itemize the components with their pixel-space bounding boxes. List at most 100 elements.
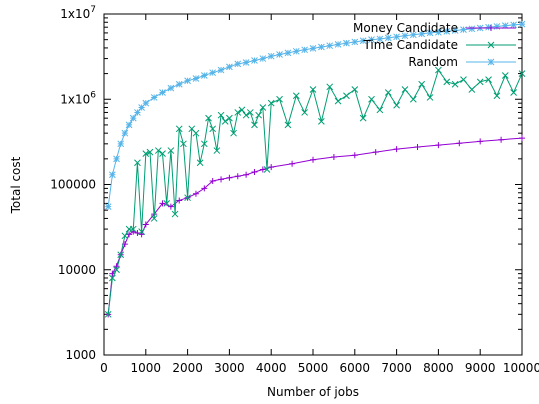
random-point — [142, 99, 150, 107]
random-point — [259, 55, 267, 62]
random-point — [376, 35, 384, 43]
time-candidate-point — [493, 92, 501, 100]
random-point — [138, 104, 145, 111]
time-candidate-point — [104, 310, 112, 318]
time-candidate-point — [163, 200, 171, 207]
random-point — [251, 57, 258, 64]
time-candidate-point — [409, 95, 417, 103]
time-candidate-point — [117, 251, 125, 259]
time-candidate-point — [109, 274, 116, 282]
random-point — [109, 171, 116, 179]
time-candidate-point — [121, 232, 129, 240]
legend-label-money-candidate: Money Candidate — [353, 21, 458, 35]
money-candidate-point — [234, 173, 241, 180]
random-point — [393, 33, 400, 41]
series-random — [104, 20, 526, 210]
money-candidate-point — [330, 154, 337, 161]
y-axis-ticks: 1000 10000 100000 1x106 1x107 — [50, 5, 522, 362]
time-candidate-point — [263, 166, 271, 173]
x-tick-label: 9000 — [465, 361, 496, 375]
time-candidate-point — [460, 76, 467, 83]
time-candidate-point — [242, 111, 250, 119]
time-candidate-point — [393, 101, 400, 109]
series-money-candidate — [105, 135, 525, 318]
x-tick-label: 6000 — [340, 361, 371, 375]
money-candidate-point — [243, 171, 250, 178]
x-tick-label: 2000 — [172, 361, 203, 375]
time-candidate-point — [267, 99, 275, 107]
x-axis-label: Number of jobs — [267, 385, 359, 399]
random-point — [242, 59, 250, 66]
time-candidate-point — [246, 109, 254, 116]
y-tick-label: 1x106 — [60, 90, 96, 106]
y-axis-label: Total cost — [9, 156, 23, 214]
random-point — [159, 89, 166, 96]
random-point — [209, 69, 217, 77]
x-tick-label: 10000 — [503, 361, 539, 375]
money-candidate-point — [477, 138, 484, 145]
random-point — [409, 31, 417, 39]
legend-marker-random — [487, 58, 495, 66]
random-point — [460, 26, 467, 34]
money-candidate-point — [259, 166, 266, 173]
time-candidate-point — [167, 147, 175, 154]
random-point — [301, 46, 308, 54]
random-point — [309, 45, 317, 52]
random-point — [226, 63, 233, 71]
series-time-candidate — [104, 66, 526, 318]
money-candidate-point — [372, 149, 379, 156]
legend: Money Candidate Time Candidate Random — [353, 21, 516, 69]
time-candidate-point — [196, 159, 204, 167]
time-candidate-point — [134, 159, 141, 167]
time-candidate-point — [368, 95, 375, 103]
money-candidate-point — [159, 200, 166, 207]
time-candidate-point — [292, 92, 300, 100]
random-point — [217, 66, 225, 74]
time-candidate-point — [171, 210, 179, 218]
money-candidate-point — [251, 169, 258, 176]
random-point — [334, 41, 342, 48]
time-candidate-point — [129, 225, 137, 233]
random-point — [501, 22, 509, 30]
random-point — [443, 28, 451, 35]
random-point — [368, 36, 375, 44]
money-candidate-point — [289, 160, 296, 167]
time-candidate-point — [318, 118, 325, 125]
money-candidate-point — [167, 203, 174, 210]
time-candidate-point — [418, 80, 426, 88]
time-candidate-point — [146, 148, 154, 156]
time-candidate-point — [401, 86, 409, 93]
time-candidate-line — [107, 68, 523, 315]
time-candidate-point — [209, 125, 217, 133]
random-point — [129, 114, 137, 122]
random-point — [276, 51, 283, 58]
time-candidate-point — [230, 129, 237, 137]
y-tick-label: 1x107 — [60, 5, 96, 21]
legend-label-time-candidate: Time Candidate — [362, 38, 458, 52]
time-candidate-point — [485, 76, 492, 83]
time-candidate-point — [501, 72, 509, 79]
time-candidate-point — [426, 94, 434, 101]
series-layer — [104, 20, 526, 318]
time-candidate-point — [301, 109, 308, 116]
money-candidate-point — [498, 136, 505, 143]
time-candidate-point — [180, 140, 187, 148]
money-candidate-point — [209, 177, 216, 184]
random-point — [485, 23, 492, 31]
random-point — [401, 32, 409, 40]
x-tick-label: 7000 — [381, 361, 412, 375]
x-tick-label: 4000 — [256, 361, 287, 375]
x-tick-label: 8000 — [423, 361, 454, 375]
random-point — [451, 27, 459, 34]
money-candidate-point — [142, 221, 149, 228]
random-point — [125, 121, 133, 129]
money-candidate-point — [201, 185, 208, 192]
random-point — [167, 84, 175, 92]
plot-frame — [103, 13, 523, 356]
time-candidate-point — [205, 114, 212, 122]
random-point — [468, 25, 476, 33]
time-candidate-point — [468, 86, 476, 93]
money-candidate-point — [414, 144, 421, 151]
time-candidate-point — [113, 266, 120, 274]
